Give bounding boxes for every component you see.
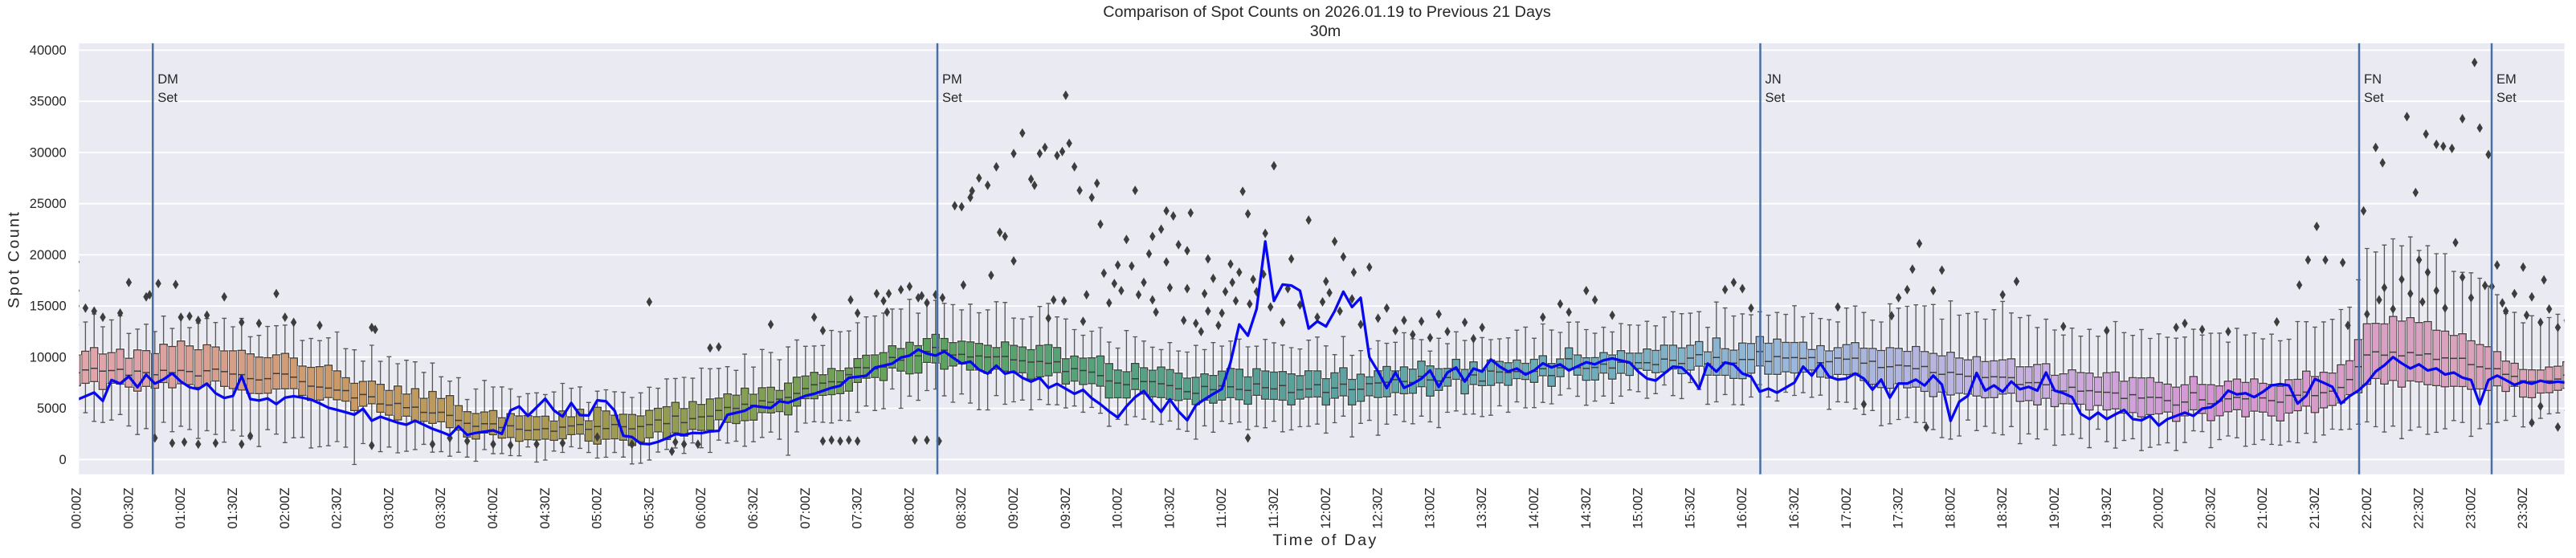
svg-text:07:30Z: 07:30Z [851,487,865,528]
svg-text:10:00Z: 10:00Z [1111,487,1125,528]
svg-text:20000: 20000 [30,248,67,263]
svg-text:JN: JN [1766,72,1782,87]
svg-text:20:30Z: 20:30Z [2203,487,2218,528]
svg-text:09:00Z: 09:00Z [1006,487,1021,528]
svg-text:14:00Z: 14:00Z [1527,487,1541,528]
svg-text:Set: Set [157,91,178,105]
svg-text:08:30Z: 08:30Z [954,487,969,528]
svg-text:25000: 25000 [30,197,67,211]
svg-text:00:30Z: 00:30Z [121,487,136,528]
svg-text:19:00Z: 19:00Z [2047,487,2062,528]
svg-text:13:30Z: 13:30Z [1475,487,1489,528]
svg-text:Spot Count: Spot Count [6,210,23,308]
svg-text:01:00Z: 01:00Z [174,487,188,528]
svg-text:FN: FN [2364,72,2382,87]
svg-text:16:30Z: 16:30Z [1787,487,1802,528]
svg-text:18:30Z: 18:30Z [1995,487,2010,528]
svg-text:05:30Z: 05:30Z [642,487,656,528]
svg-text:05:00Z: 05:00Z [590,487,605,528]
svg-text:30m: 30m [1310,22,1341,40]
svg-text:Set: Set [2496,91,2517,105]
svg-text:06:30Z: 06:30Z [746,487,761,528]
svg-text:15000: 15000 [30,299,67,314]
svg-text:0: 0 [59,453,67,467]
svg-text:22:30Z: 22:30Z [2412,487,2427,528]
svg-text:Set: Set [942,91,962,105]
svg-text:19:30Z: 19:30Z [2100,487,2114,528]
svg-text:22:00Z: 22:00Z [2360,487,2374,528]
svg-text:Set: Set [1766,91,1786,105]
svg-text:5000: 5000 [37,401,67,416]
svg-text:11:30Z: 11:30Z [1267,488,1281,528]
svg-text:10000: 10000 [30,350,67,365]
svg-text:Comparison of Spot Counts on 2: Comparison of Spot Counts on 2026.01.19 … [1103,3,1551,21]
svg-text:15:00Z: 15:00Z [1631,487,1646,528]
svg-text:06:00Z: 06:00Z [694,487,708,528]
svg-text:13:00Z: 13:00Z [1423,487,1437,528]
svg-text:DM: DM [157,72,178,87]
svg-text:30000: 30000 [30,145,67,160]
svg-text:04:30Z: 04:30Z [538,487,553,528]
svg-text:17:30Z: 17:30Z [1892,487,1906,528]
svg-text:12:00Z: 12:00Z [1319,487,1333,528]
svg-text:02:00Z: 02:00Z [278,487,292,528]
svg-text:40000: 40000 [30,43,67,58]
svg-text:12:30Z: 12:30Z [1371,487,1386,528]
svg-text:09:30Z: 09:30Z [1059,487,1073,528]
svg-text:11:00Z: 11:00Z [1215,488,1229,528]
svg-text:03:30Z: 03:30Z [434,487,448,528]
svg-text:35000: 35000 [30,95,67,109]
svg-text:18:00Z: 18:00Z [1943,487,1958,528]
svg-text:08:00Z: 08:00Z [902,487,917,528]
svg-text:01:30Z: 01:30Z [226,487,240,528]
svg-text:03:00Z: 03:00Z [382,487,396,528]
svg-text:10:30Z: 10:30Z [1162,487,1177,528]
svg-text:00:00Z: 00:00Z [70,487,84,528]
svg-text:PM: PM [942,72,962,87]
svg-text:Time of Day: Time of Day [1272,532,1378,549]
svg-text:Set: Set [2364,91,2384,105]
svg-text:04:00Z: 04:00Z [486,487,500,528]
svg-text:14:30Z: 14:30Z [1579,487,1594,528]
svg-text:02:30Z: 02:30Z [330,487,345,528]
svg-text:20:00Z: 20:00Z [2152,487,2166,528]
svg-text:16:00Z: 16:00Z [1735,487,1749,528]
svg-text:21:30Z: 21:30Z [2308,487,2322,528]
svg-text:EM: EM [2496,72,2517,87]
svg-text:21:00Z: 21:00Z [2256,487,2270,528]
svg-text:23:00Z: 23:00Z [2464,487,2478,528]
svg-text:17:00Z: 17:00Z [1839,487,1854,528]
svg-text:15:30Z: 15:30Z [1683,487,1697,528]
svg-text:07:00Z: 07:00Z [798,487,813,528]
svg-text:23:30Z: 23:30Z [2516,487,2530,528]
